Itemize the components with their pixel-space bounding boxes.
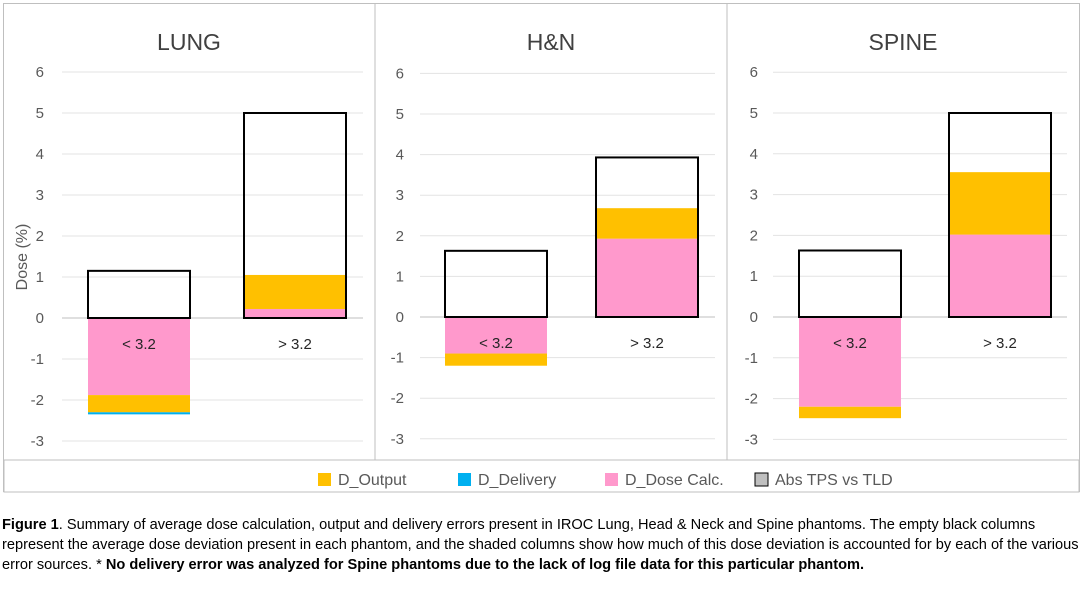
bar-d-output [244,274,346,309]
legend-label-dosecalc: D_Dose Calc. [625,472,724,489]
bar-d-output [949,172,1051,235]
bar-d-dose-calc [445,317,547,354]
bar-abs-tps-vs-tld [798,249,902,318]
y-tick-label: 3 [750,187,758,204]
bar-abs-tps-vs-tld [87,269,191,320]
caption-note: No delivery error was analyzed for Spine… [105,557,865,573]
bar-abs-tps-vs-tld [444,249,548,319]
y-tick-label: 4 [36,146,44,163]
bar-d-dose-calc [596,238,698,317]
y-tick-label: 4 [750,146,758,163]
legend-swatch-dosecalc [605,473,618,486]
panel-title: LUNG [157,29,221,55]
legend-swatch-output [318,473,331,486]
legend-swatch-delivery [458,473,471,486]
y-tick-label: -2 [745,391,758,408]
y-tick-label: -2 [391,390,404,407]
y-tick-label: -3 [31,433,44,450]
y-tick-label: 0 [396,309,404,326]
bar-d-output [88,395,190,413]
bar-abs-tps-vs-tld [595,156,699,318]
category-label: > 3.2 [278,336,312,353]
y-tick-label: 3 [396,187,404,204]
category-label: > 3.2 [630,335,664,352]
y-tick-label: -3 [745,431,758,448]
panel-title: H&N [527,29,576,55]
figure-caption: Figure 1. Summary of average dose calcul… [2,515,1082,575]
bar-d-output [799,406,901,419]
y-tick-label: 0 [36,310,44,327]
bar-d-dose-calc [88,318,190,396]
y-tick-label: 1 [396,268,404,285]
dose-error-chart: LUNG 6 5 4 3 2 1 0 -1 -2 -3 < 3.2 > 3.2 H&N 6 5 4 3 2 1 0 -1 -… [3,4,1080,493]
y-tick-label: 2 [396,228,404,245]
caption-label: Figure 1 [2,517,59,533]
panel-title: SPINE [868,29,937,55]
category-label: > 3.2 [983,335,1017,352]
y-tick-label: -1 [391,350,404,367]
y-tick-label: 5 [36,105,44,122]
y-tick-label: 0 [750,309,758,326]
y-tick-label: -1 [745,350,758,367]
caption-text: . Summary of average dose calculation, o… [2,517,1079,573]
y-tick-label: -1 [31,351,44,368]
y-tick-label: 6 [750,64,758,81]
y-tick-label: 1 [750,268,758,285]
y-tick-label: 1 [36,269,44,286]
y-tick-label: 2 [750,227,758,244]
y-tick-label: 5 [750,105,758,122]
legend-box [3,459,1080,493]
y-tick-label: -3 [391,431,404,448]
bar-abs-tps-vs-tld [948,112,1052,318]
legend-swatch-abs [754,472,769,487]
legend-label-delivery: D_Delivery [478,472,556,489]
bar-d-dose-calc [244,308,346,318]
bar-d-output [596,208,698,239]
bar-d-output [445,353,547,366]
category-label: < 3.2 [122,336,156,353]
y-tick-label: 6 [396,65,404,82]
y-tick-label: 5 [396,106,404,123]
bar-abs-tps-vs-tld [243,112,347,319]
y-tick-label: 4 [396,147,404,164]
bar-d-dose-calc [799,317,901,407]
bar-d-dose-calc [949,234,1051,317]
legend-label-output: D_Output [338,472,407,489]
y-tick-label: 6 [36,64,44,81]
category-label: < 3.2 [479,335,513,352]
bar-d-delivery [88,412,190,415]
y-tick-label: -2 [31,392,44,409]
y-tick-label: 3 [36,187,44,204]
y-tick-label: 2 [36,228,44,245]
y-axis-title: Dose (%) [14,224,31,291]
legend-label-abs: Abs TPS vs TLD [775,472,893,489]
category-label: < 3.2 [833,335,867,352]
